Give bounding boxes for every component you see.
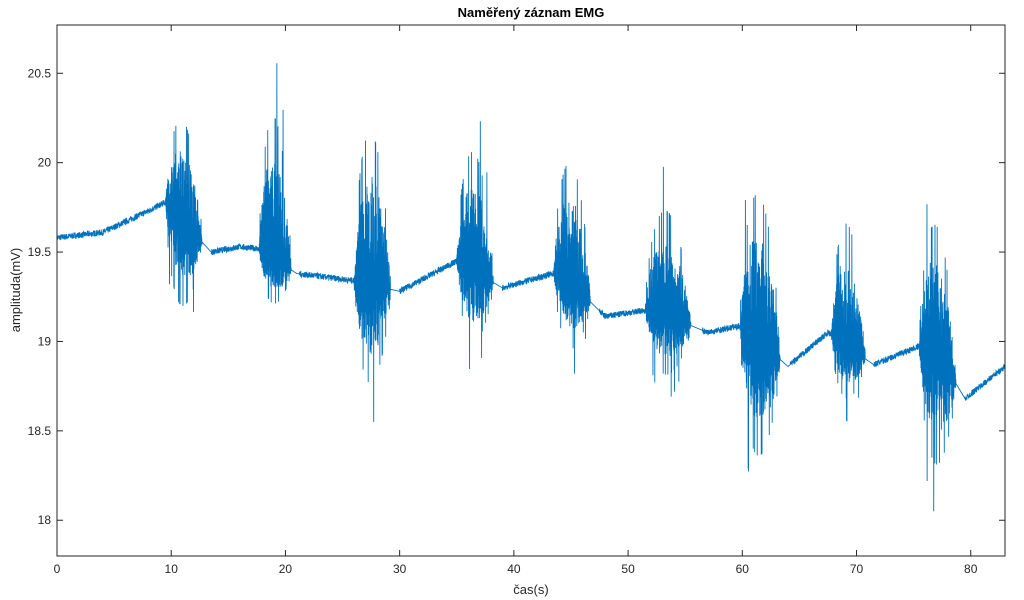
plot-area <box>57 25 1005 556</box>
x-tick-label: 0 <box>54 562 61 576</box>
x-tick-label: 40 <box>507 562 521 576</box>
x-tick-label: 50 <box>621 562 635 576</box>
y-tick-label: 18.5 <box>28 424 52 438</box>
x-tick-label: 10 <box>165 562 179 576</box>
emg-signal-line <box>57 63 1005 512</box>
x-tick-label: 80 <box>964 562 978 576</box>
y-axis-title: amplituda(mV) <box>8 248 23 333</box>
y-tick-label: 19.5 <box>28 245 52 259</box>
x-tick-label: 70 <box>850 562 864 576</box>
y-axis-ticks: 18 18.5 19 19.5 20 20.5 <box>28 66 1005 527</box>
chart-title: Naměřený záznam EMG <box>458 5 605 20</box>
x-tick-label: 60 <box>736 562 750 576</box>
x-tick-label: 30 <box>393 562 407 576</box>
y-tick-label: 19 <box>38 334 52 348</box>
y-tick-label: 18 <box>38 513 52 527</box>
x-axis-ticks: 0 10 20 30 40 50 60 70 80 <box>54 25 978 576</box>
x-axis-title: čas(s) <box>513 582 548 597</box>
axes-box <box>56 24 1006 557</box>
data-series <box>57 63 1005 512</box>
y-tick-label: 20 <box>38 156 52 170</box>
x-tick-label: 20 <box>279 562 293 576</box>
y-tick-label: 20.5 <box>28 66 52 80</box>
